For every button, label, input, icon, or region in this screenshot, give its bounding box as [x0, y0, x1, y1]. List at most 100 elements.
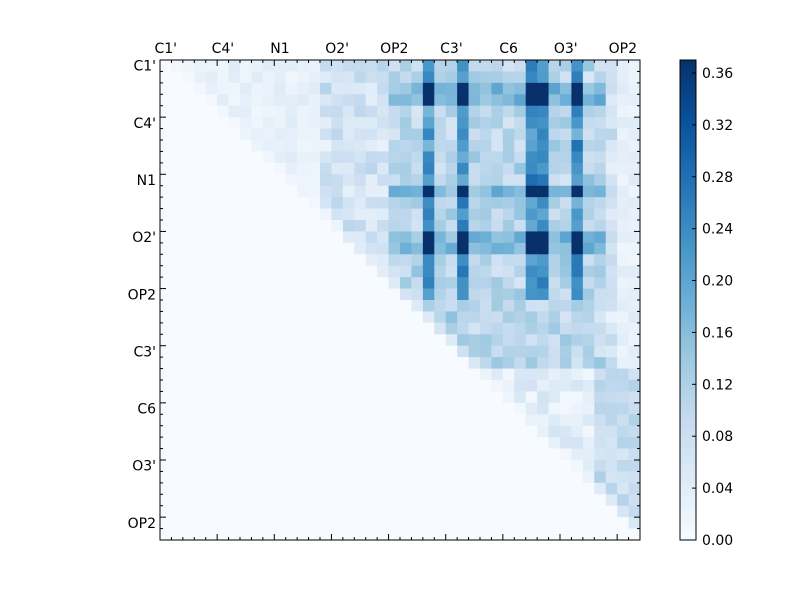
- heatmap-cell: [628, 231, 641, 244]
- heatmap-cell: [537, 140, 549, 152]
- heatmap-cell: [240, 162, 252, 175]
- heatmap-cell: [400, 482, 412, 495]
- heatmap-cell: [468, 71, 481, 84]
- heatmap-cell: [274, 528, 287, 541]
- heatmap-cell: [228, 242, 241, 255]
- heatmap-cell: [605, 517, 618, 529]
- heatmap-cell: [160, 482, 172, 495]
- heatmap-cell: [434, 174, 447, 187]
- heatmap-cell: [308, 94, 321, 107]
- heatmap-cell: [297, 105, 309, 118]
- heatmap-cell: [377, 185, 389, 198]
- heatmap-cell: [468, 460, 481, 472]
- heatmap-cell: [251, 425, 264, 438]
- heatmap-cell: [582, 517, 595, 529]
- heatmap-cell: [617, 140, 629, 152]
- heatmap-cell: [194, 82, 207, 95]
- heatmap-cell: [205, 162, 218, 175]
- heatmap-cell: [251, 391, 264, 404]
- heatmap-cell: [251, 357, 264, 369]
- heatmap-cell: [491, 105, 504, 118]
- heatmap-cell: [514, 288, 527, 301]
- heatmap-cell: [217, 82, 229, 95]
- heatmap-cell: [422, 288, 435, 301]
- heatmap-cell: [377, 288, 389, 301]
- heatmap-cell: [228, 505, 241, 518]
- heatmap-cell: [514, 494, 527, 507]
- heatmap-cell: [525, 391, 538, 404]
- heatmap-cell: [217, 94, 229, 107]
- heatmap-cell: [548, 425, 561, 438]
- heatmap-cell: [217, 528, 229, 541]
- heatmap-cell: [594, 117, 607, 129]
- heatmap-cell: [274, 71, 287, 84]
- heatmap-cell: [491, 300, 504, 312]
- heatmap-cell: [400, 391, 412, 404]
- heatmap-cell: [308, 197, 321, 209]
- heatmap-cell: [502, 414, 515, 427]
- heatmap-cell: [560, 345, 572, 358]
- heatmap-cell: [194, 391, 207, 404]
- minor-ticks: [159, 59, 641, 541]
- heatmap-cell: [468, 185, 481, 198]
- heatmap-cell: [617, 528, 629, 541]
- heatmap-cell: [240, 345, 252, 358]
- heatmap-cell: [354, 277, 367, 289]
- heatmap-cell: [331, 162, 344, 175]
- heatmap-cell: [468, 345, 481, 358]
- heatmap-cell: [377, 231, 389, 244]
- heatmap-cell: [480, 265, 492, 278]
- heatmap-cell: [228, 322, 241, 335]
- heatmap-cell: [262, 197, 275, 209]
- heatmap-cell: [262, 368, 275, 381]
- heatmap-cell: [594, 140, 607, 152]
- heatmap-cell: [571, 94, 584, 107]
- heatmap-cell: [434, 105, 447, 118]
- colorbar-tick-labels: 0.360.320.280.240.200.160.120.080.040.00: [692, 66, 733, 549]
- heatmap-cell: [571, 231, 584, 244]
- heatmap-cell: [491, 528, 504, 541]
- heatmap-cell: [628, 460, 641, 472]
- heatmap-cell: [445, 437, 458, 449]
- heatmap-cell: [560, 288, 572, 301]
- heatmap-cell: [480, 414, 492, 427]
- heatmap-cell: [537, 82, 549, 95]
- heatmap-cell: [365, 277, 378, 289]
- heatmap-cell: [560, 391, 572, 404]
- heatmap-cell: [194, 345, 207, 358]
- heatmap-cell: [297, 208, 309, 221]
- heatmap-cell: [308, 82, 321, 95]
- heatmap-cell: [537, 265, 549, 278]
- heatmap-cell: [365, 197, 378, 209]
- heatmap-cell: [445, 220, 458, 232]
- heatmap-cell: [514, 437, 527, 449]
- heatmap-cell: [171, 482, 184, 495]
- heatmap-cell: [240, 391, 252, 404]
- heatmap-cell: [171, 117, 184, 129]
- heatmap-cell: [525, 162, 538, 175]
- heatmap-cell: [445, 391, 458, 404]
- heatmap-cell: [228, 414, 241, 427]
- heatmap-cell: [594, 345, 607, 358]
- heatmap-cell: [217, 105, 229, 118]
- heatmap-cell: [354, 380, 367, 392]
- heatmap-cell: [560, 505, 572, 518]
- heatmap-cell: [320, 162, 332, 175]
- heatmap-cell: [411, 254, 424, 267]
- heatmap-cell: [594, 208, 607, 221]
- heatmap-cell: [434, 162, 447, 175]
- heatmap-cell: [251, 197, 264, 209]
- heatmap-cell: [617, 311, 629, 324]
- heatmap-cell: [331, 197, 344, 209]
- heatmap-cell: [217, 380, 229, 392]
- heatmap-cell: [525, 185, 538, 198]
- heatmap-cell: [194, 185, 207, 198]
- heatmap-cell: [388, 162, 401, 175]
- heatmap-cell: [194, 208, 207, 221]
- heatmap-cell: [422, 505, 435, 518]
- heatmap-cell: [491, 505, 504, 518]
- heatmap-cell: [457, 380, 469, 392]
- heatmap-cell: [182, 517, 195, 529]
- heatmap-cell: [228, 437, 241, 449]
- heatmap-cell: [194, 105, 207, 118]
